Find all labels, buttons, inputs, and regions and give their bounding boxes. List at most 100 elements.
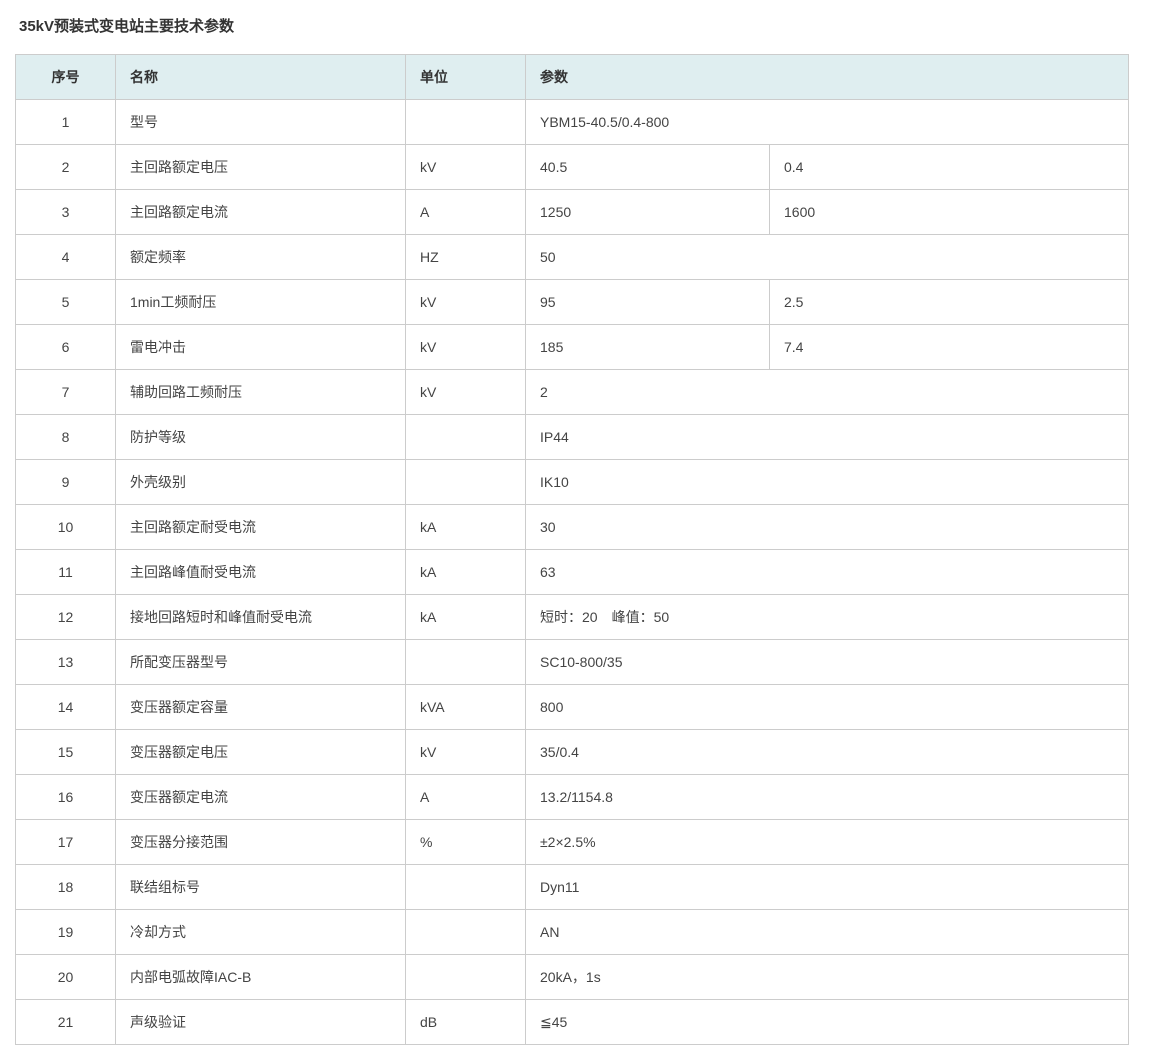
cell-seq: 8 bbox=[16, 415, 116, 460]
cell-param-b: 2.5 bbox=[770, 280, 1129, 325]
header-seq: 序号 bbox=[16, 55, 116, 100]
cell-param-b: 0.4 bbox=[770, 145, 1129, 190]
cell-unit: kV bbox=[406, 370, 526, 415]
cell-name: 防护等级 bbox=[116, 415, 406, 460]
cell-unit bbox=[406, 460, 526, 505]
table-row: 18联结组标号 Dyn11 bbox=[16, 865, 1129, 910]
cell-name: 变压器分接范围 bbox=[116, 820, 406, 865]
cell-seq: 5 bbox=[16, 280, 116, 325]
cell-name: 1min工频耐压 bbox=[116, 280, 406, 325]
table-row: 7辅助回路工频耐压kV2 bbox=[16, 370, 1129, 415]
table-row: 14变压器额定容量kVA800 bbox=[16, 685, 1129, 730]
cell-seq: 1 bbox=[16, 100, 116, 145]
cell-unit: kV bbox=[406, 730, 526, 775]
cell-param-b: 7.4 bbox=[770, 325, 1129, 370]
cell-param-a: 1250 bbox=[526, 190, 770, 235]
cell-name: 主回路额定电流 bbox=[116, 190, 406, 235]
table-row: 6雷电冲击kV1857.4 bbox=[16, 325, 1129, 370]
table-header-row: 序号 名称 单位 参数 bbox=[16, 55, 1129, 100]
cell-name: 额定频率 bbox=[116, 235, 406, 280]
cell-unit: kV bbox=[406, 145, 526, 190]
cell-name: 内部电弧故障IAC-B bbox=[116, 955, 406, 1000]
cell-name: 主回路峰值耐受电流 bbox=[116, 550, 406, 595]
table-row: 19冷却方式 AN bbox=[16, 910, 1129, 955]
table-row: 10主回路额定耐受电流kA30 bbox=[16, 505, 1129, 550]
header-unit: 单位 bbox=[406, 55, 526, 100]
cell-unit: kA bbox=[406, 550, 526, 595]
table-row: 12接地回路短时和峰值耐受电流kA短时：20 峰值：50 bbox=[16, 595, 1129, 640]
cell-unit bbox=[406, 955, 526, 1000]
cell-unit: A bbox=[406, 775, 526, 820]
cell-param: 35/0.4 bbox=[526, 730, 1129, 775]
table-row: 3主回路额定电流A12501600 bbox=[16, 190, 1129, 235]
cell-seq: 2 bbox=[16, 145, 116, 190]
table-row: 4额定频率HZ50 bbox=[16, 235, 1129, 280]
cell-name: 型号 bbox=[116, 100, 406, 145]
cell-seq: 20 bbox=[16, 955, 116, 1000]
cell-unit: A bbox=[406, 190, 526, 235]
cell-unit: kV bbox=[406, 280, 526, 325]
cell-param: 短时：20 峰值：50 bbox=[526, 595, 1129, 640]
table-body: 1型号YBM15-40.5/0.4-8002主回路额定电压kV40.50.43主… bbox=[16, 100, 1129, 1045]
cell-seq: 7 bbox=[16, 370, 116, 415]
cell-param: IK10 bbox=[526, 460, 1129, 505]
cell-param: 2 bbox=[526, 370, 1129, 415]
cell-param: 13.2/1154.8 bbox=[526, 775, 1129, 820]
cell-name: 联结组标号 bbox=[116, 865, 406, 910]
cell-name: 所配变压器型号 bbox=[116, 640, 406, 685]
cell-seq: 18 bbox=[16, 865, 116, 910]
cell-name: 雷电冲击 bbox=[116, 325, 406, 370]
spec-table: 序号 名称 单位 参数 1型号YBM15-40.5/0.4-8002主回路额定电… bbox=[15, 54, 1129, 1045]
cell-param-a: 95 bbox=[526, 280, 770, 325]
cell-unit: kVA bbox=[406, 685, 526, 730]
table-row: 9外壳级别IK10 bbox=[16, 460, 1129, 505]
cell-param: 800 bbox=[526, 685, 1129, 730]
header-name: 名称 bbox=[116, 55, 406, 100]
cell-unit bbox=[406, 910, 526, 955]
cell-name: 主回路额定耐受电流 bbox=[116, 505, 406, 550]
cell-name: 主回路额定电压 bbox=[116, 145, 406, 190]
cell-seq: 14 bbox=[16, 685, 116, 730]
table-row: 21声级验证dB≦45 bbox=[16, 1000, 1129, 1045]
cell-param-a: 185 bbox=[526, 325, 770, 370]
cell-param: ±2×2.5% bbox=[526, 820, 1129, 865]
cell-name: 接地回路短时和峰值耐受电流 bbox=[116, 595, 406, 640]
cell-seq: 21 bbox=[16, 1000, 116, 1045]
cell-param: 63 bbox=[526, 550, 1129, 595]
cell-param: AN bbox=[526, 910, 1129, 955]
cell-param: YBM15-40.5/0.4-800 bbox=[526, 100, 1129, 145]
cell-param: SC10-800/35 bbox=[526, 640, 1129, 685]
cell-seq: 15 bbox=[16, 730, 116, 775]
cell-unit bbox=[406, 640, 526, 685]
cell-seq: 13 bbox=[16, 640, 116, 685]
cell-unit: % bbox=[406, 820, 526, 865]
cell-param: ≦45 bbox=[526, 1000, 1129, 1045]
cell-unit bbox=[406, 865, 526, 910]
table-row: 20内部电弧故障IAC-B20kA，1s bbox=[16, 955, 1129, 1000]
cell-unit bbox=[406, 100, 526, 145]
cell-name: 外壳级别 bbox=[116, 460, 406, 505]
table-row: 17变压器分接范围%±2×2.5% bbox=[16, 820, 1129, 865]
cell-param: 30 bbox=[526, 505, 1129, 550]
cell-name: 变压器额定电压 bbox=[116, 730, 406, 775]
header-param: 参数 bbox=[526, 55, 1129, 100]
table-row: 1型号 YBM15-40.5/0.4-800 bbox=[16, 100, 1129, 145]
table-row: 2主回路额定电压kV40.50.4 bbox=[16, 145, 1129, 190]
table-row: 13所配变压器型号 SC10-800/35 bbox=[16, 640, 1129, 685]
cell-param-a: 40.5 bbox=[526, 145, 770, 190]
cell-name: 冷却方式 bbox=[116, 910, 406, 955]
cell-seq: 12 bbox=[16, 595, 116, 640]
cell-param: 50 bbox=[526, 235, 1129, 280]
cell-seq: 4 bbox=[16, 235, 116, 280]
table-row: 11主回路峰值耐受电流kA63 bbox=[16, 550, 1129, 595]
cell-name: 变压器额定电流 bbox=[116, 775, 406, 820]
cell-param-b: 1600 bbox=[770, 190, 1129, 235]
cell-param: IP44 bbox=[526, 415, 1129, 460]
cell-name: 辅助回路工频耐压 bbox=[116, 370, 406, 415]
cell-param: Dyn11 bbox=[526, 865, 1129, 910]
cell-unit bbox=[406, 415, 526, 460]
cell-seq: 6 bbox=[16, 325, 116, 370]
table-row: 16变压器额定电流A13.2/1154.8 bbox=[16, 775, 1129, 820]
cell-seq: 19 bbox=[16, 910, 116, 955]
cell-unit: dB bbox=[406, 1000, 526, 1045]
